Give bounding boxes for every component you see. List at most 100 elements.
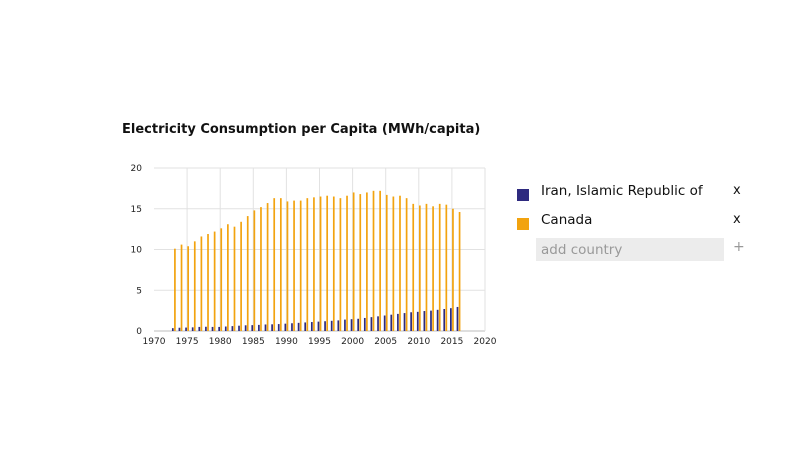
bar-canada (286, 201, 289, 331)
bar-canada (372, 190, 375, 331)
bar-canada (405, 198, 408, 331)
x-tick-label: 2000 (341, 337, 364, 347)
bar-canada (299, 200, 302, 331)
bar-canada (293, 200, 295, 331)
bar-canada (306, 198, 309, 331)
add-country-button[interactable]: + (733, 239, 745, 255)
bar-canada (419, 205, 421, 331)
bar-canada (279, 198, 282, 331)
bar-iran (277, 324, 280, 331)
bar-canada (220, 228, 223, 331)
bar-canada (187, 246, 189, 331)
bar-iran (330, 320, 333, 331)
bar-canada (332, 196, 335, 331)
bar-iran (416, 311, 419, 331)
y-tick-label: 15 (131, 205, 142, 215)
bar-iran (231, 326, 234, 331)
bar-iran (297, 322, 300, 331)
bar-iran (383, 315, 386, 331)
bar-canada (438, 203, 441, 331)
bar-canada (246, 216, 249, 331)
bar-iran (370, 317, 373, 331)
bar-iran (291, 323, 293, 331)
bar-canada (425, 203, 428, 331)
bar-iran (450, 308, 452, 331)
bar-iran (344, 319, 346, 331)
bar-iran (390, 314, 393, 331)
bar-canada (379, 190, 381, 331)
legend-label-canada: Canada (541, 212, 593, 228)
bar-iran (284, 323, 287, 331)
x-tick-label: 2015 (440, 337, 463, 347)
bar-canada (174, 248, 176, 331)
bar-canada (458, 212, 461, 331)
bar-canada (213, 231, 216, 331)
bar-iran (350, 319, 353, 331)
bar-iran (205, 326, 207, 331)
grid (154, 167, 486, 332)
bar-canada (452, 208, 454, 331)
legend-swatch-canada (517, 218, 529, 230)
bar-canada (253, 210, 256, 331)
bar-iran (218, 326, 220, 331)
bar-iran (310, 322, 313, 331)
bar-iran (357, 318, 360, 331)
y-tick-label: 10 (131, 246, 143, 256)
remove-iran-button[interactable]: x (733, 183, 741, 198)
bar-canada (392, 196, 395, 331)
bar-canada (193, 241, 196, 331)
bar-canada (359, 194, 362, 331)
bar-canada (445, 204, 448, 331)
bar-iran (191, 327, 194, 331)
bar-iran (363, 317, 366, 331)
bar-iran (377, 316, 379, 331)
legend-label-iran: Iran, Islamic Republic of (541, 183, 703, 199)
legend-item-canada: Canada x (517, 209, 747, 238)
bar-canada (207, 234, 209, 331)
bar-iran (397, 313, 399, 331)
bar-canada (240, 221, 242, 331)
bar-canada (180, 244, 183, 331)
x-tick-label: 1975 (176, 337, 199, 347)
legend: Iran, Islamic Republic of x Canada x + (517, 180, 747, 264)
legend-item-iran: Iran, Islamic Republic of x (517, 180, 747, 209)
bar-canada (313, 197, 315, 331)
bar-canada (339, 198, 342, 331)
bar-iran (271, 324, 273, 331)
bar-iran (238, 325, 240, 331)
bar-canada (260, 207, 262, 331)
legend-swatch-iran (517, 189, 529, 201)
add-country-input[interactable] (536, 238, 724, 261)
bar-iran (211, 326, 214, 331)
bar-canada (326, 195, 329, 331)
x-tick-label: 1990 (275, 337, 298, 347)
bar-canada (412, 203, 415, 331)
x-tick-label: 1980 (209, 337, 232, 347)
bar-iran (423, 311, 426, 331)
bar-iran (456, 306, 459, 331)
bar-iran (178, 327, 181, 331)
bar-canada (319, 196, 322, 331)
bar-iran (244, 325, 247, 331)
y-tick-label: 5 (136, 286, 142, 296)
bar-canada (346, 195, 348, 331)
x-tick-label: 2005 (374, 337, 397, 347)
x-tick-label: 1970 (143, 337, 166, 347)
remove-canada-button[interactable]: x (733, 212, 741, 227)
y-tick-label: 20 (131, 164, 143, 174)
bar-iran (403, 313, 406, 331)
bar-iran (251, 325, 254, 331)
bar-canada (432, 206, 434, 331)
x-tick-label: 2020 (474, 337, 497, 347)
bar-iran (443, 308, 446, 331)
bar-canada (273, 198, 276, 331)
bar-iran (436, 309, 439, 331)
bar-iran (198, 326, 201, 331)
bar-iran (185, 327, 187, 331)
axes: 0 5 10 15 20 1970 1975 1980 1985 1990 1995 2000 2005… (131, 164, 497, 347)
bar-canada (366, 192, 368, 331)
bar-canada (233, 226, 236, 331)
bar-iran (171, 328, 174, 331)
bar-iran (430, 310, 432, 331)
